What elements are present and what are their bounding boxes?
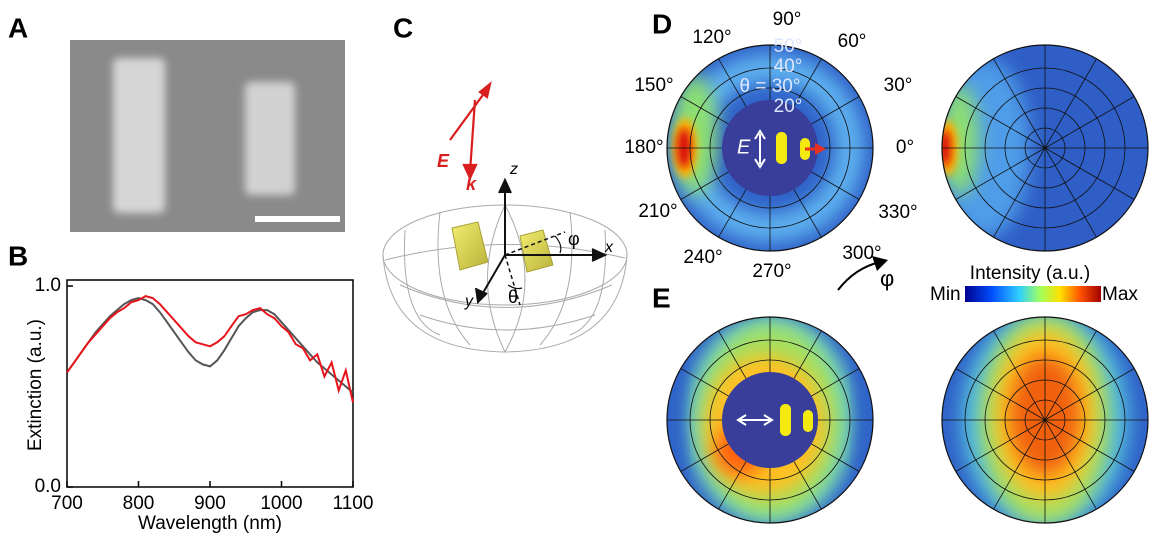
plot-frame [66,279,354,488]
sem-image [70,40,345,232]
phi-angle-label: 210° [638,201,677,222]
x-tick-label: 1100 [333,493,374,514]
series-line [66,295,354,403]
phi-angle-label: 240° [683,247,722,268]
colorbar [965,286,1101,302]
theta-label: θ [508,287,518,307]
phi-angle-label: 330° [878,202,917,223]
x-axis-label: Wavelength (nm) [138,513,282,534]
panel-label: A [8,12,28,43]
y-tick-label: 1.0 [35,275,61,296]
axis-label: x [604,239,614,256]
polar-grid-spoke [955,368,1135,472]
phi-angle-label: 120° [692,27,731,48]
x-tick-label: 1000 [260,493,302,514]
x-tick-label: 800 [123,493,155,514]
axes [475,177,608,306]
theta-angle-label: 40° [774,56,803,77]
phi-label: φ [880,266,894,291]
sample-disc [722,100,826,196]
hemisphere-diagram [382,204,628,353]
phi-angle-label: 60° [838,31,867,52]
theta-angle-label: θ = 30° [740,76,801,97]
chart: Wavelength (nm) Extinction (a.u.) 700 800… [25,275,373,534]
y-axis-label: Extinction (a.u.) [25,319,46,451]
panel-label: E [652,282,671,313]
incident-field [449,81,492,181]
phi-angle-label: 150° [634,75,673,96]
x-tick-label: 900 [194,493,226,514]
panel-label: C [393,12,413,43]
field-label: E [437,151,450,171]
x-tick-label: 700 [51,493,83,514]
sample-disc [722,372,818,468]
theta-angle-label: 50° [774,36,803,57]
colorbar-title: Intensity (a.u.) [970,263,1090,284]
phi-angle-label: 270° [752,261,791,282]
colorbar-max: Max [1102,284,1138,305]
phi-angle-label: 0° [896,137,914,158]
axis-label: y [464,293,474,310]
panel-label: D [652,8,672,39]
theta-angle-label: 20° [774,96,803,117]
y-tick-label: 0.0 [35,476,61,497]
wavevector-label: k [466,174,477,194]
phi-angle-label: 30° [884,75,913,96]
polar-grid-spoke [955,96,1135,200]
nanorods [451,221,554,273]
colorbar-min: Min [930,284,961,305]
phi-angle-label: 300° [842,243,881,264]
series-line [66,297,354,394]
phi-arrow [837,256,888,291]
field-label: E [737,136,751,158]
panel-label: B [8,240,28,271]
phi-angle-label: 90° [773,9,802,30]
phi-label: φ [568,229,580,249]
axis-label: z [509,161,518,178]
phi-angle-label: 180° [624,137,663,158]
